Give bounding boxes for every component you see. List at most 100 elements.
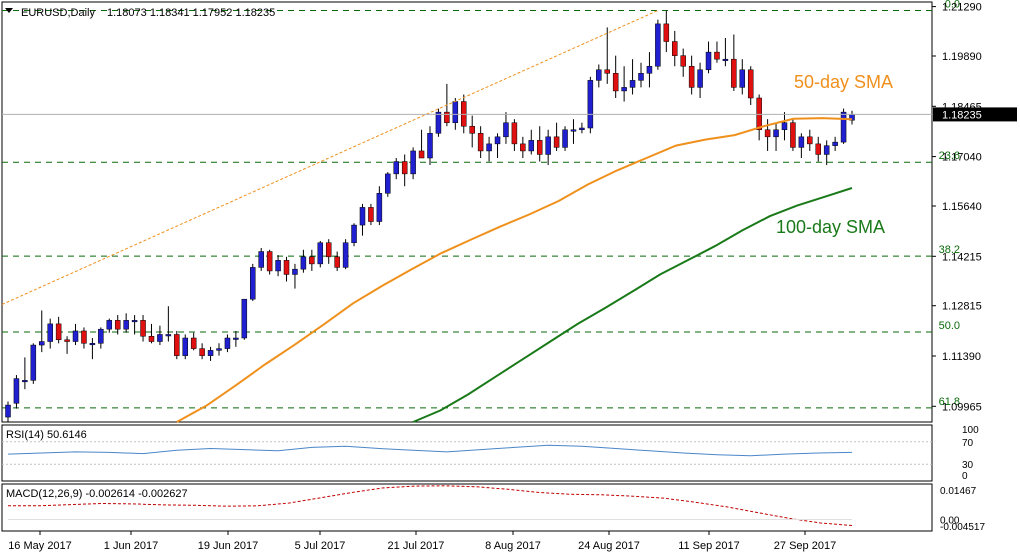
candle <box>832 136 838 151</box>
candle-body <box>376 193 383 222</box>
candle-body <box>486 143 492 152</box>
symbol-dropdown-icon[interactable] <box>5 8 13 13</box>
candle <box>64 336 70 354</box>
candle-body <box>30 344 37 381</box>
candle <box>790 119 796 151</box>
candle <box>334 251 340 271</box>
candle <box>739 59 746 95</box>
candle <box>807 129 813 151</box>
candle <box>30 343 37 384</box>
candle <box>309 249 315 271</box>
candle <box>165 306 172 342</box>
candle-body <box>722 58 729 61</box>
candle-body <box>680 55 686 67</box>
candle <box>199 343 205 360</box>
candle-body <box>325 242 332 258</box>
candle <box>401 154 408 187</box>
candle-body <box>309 256 315 265</box>
candle-body <box>114 320 121 330</box>
candle-body <box>815 143 821 155</box>
candle-body <box>216 348 222 351</box>
candle-body <box>739 69 746 88</box>
candle-body <box>832 141 838 146</box>
candle <box>612 55 619 98</box>
macd-scale-label: -0.004517 <box>940 522 985 533</box>
candle-body <box>604 69 610 74</box>
candle <box>98 327 104 349</box>
candle <box>224 334 231 353</box>
candle-body <box>655 23 661 67</box>
date-axis-label: 1 Jun 2017 <box>104 540 158 552</box>
candle-body <box>807 136 813 145</box>
candle-body <box>688 65 695 88</box>
fib-level-label: 38.2 <box>939 244 960 256</box>
candle-body <box>705 51 712 71</box>
candle-body <box>5 404 11 418</box>
candle <box>477 126 484 158</box>
candle <box>536 126 543 162</box>
price-axis-label: 1.21290 <box>942 2 982 14</box>
candle-body <box>283 260 290 275</box>
date-axis-label: 11 Sep 2017 <box>678 540 740 552</box>
candle-body <box>511 122 518 145</box>
candle-body <box>461 101 467 127</box>
candle <box>233 330 239 347</box>
candle <box>722 38 729 67</box>
candle-body <box>773 129 779 138</box>
candle <box>89 338 96 360</box>
candle <box>621 66 627 102</box>
candle <box>182 334 188 360</box>
candle <box>680 48 686 77</box>
candle-body <box>410 150 416 175</box>
candle <box>638 62 644 88</box>
candle <box>545 129 551 166</box>
candle-body <box>840 111 847 143</box>
candle <box>511 119 518 151</box>
candle-body <box>452 101 459 123</box>
candle <box>553 122 560 151</box>
candle-body <box>629 80 636 88</box>
candle <box>596 64 602 88</box>
candle <box>106 318 113 333</box>
macd-scale-label: 0.01467 <box>940 486 977 497</box>
candle <box>528 129 535 155</box>
candle-body <box>781 122 788 131</box>
candle <box>114 315 121 335</box>
candle-body <box>494 136 501 145</box>
candle-body <box>250 267 256 300</box>
rsi-scale-label: 70 <box>962 438 974 449</box>
candle <box>368 203 374 226</box>
candle-body <box>199 348 205 356</box>
candle-body <box>562 129 568 148</box>
fib-level-label: 23.6 <box>939 150 960 162</box>
candle <box>773 122 779 151</box>
candle-body <box>393 161 399 175</box>
candle <box>731 34 737 91</box>
candle <box>781 112 788 141</box>
candle-body <box>385 173 391 194</box>
candle-body <box>224 337 231 349</box>
candle-body <box>798 136 805 148</box>
price-axis-label: 1.14215 <box>942 251 982 263</box>
candle-body <box>207 350 214 356</box>
candle-body <box>190 337 197 349</box>
candle <box>427 126 433 166</box>
candle <box>22 357 28 390</box>
candle <box>840 108 847 144</box>
candle-body <box>520 143 526 152</box>
candle <box>241 298 248 340</box>
candle <box>503 112 509 144</box>
candle-body <box>351 224 357 243</box>
candle-body <box>98 328 104 344</box>
rsi-label: RSI(14) 50.6146 <box>6 429 87 441</box>
candle <box>292 263 298 289</box>
candle <box>325 239 332 264</box>
candle-body <box>233 337 239 340</box>
candle <box>359 203 366 236</box>
candle <box>435 108 442 137</box>
candle-body <box>823 145 830 155</box>
candle <box>815 136 821 162</box>
candle <box>123 313 129 333</box>
sma100-label: 100-day SMA <box>776 217 885 237</box>
candle <box>688 55 695 95</box>
